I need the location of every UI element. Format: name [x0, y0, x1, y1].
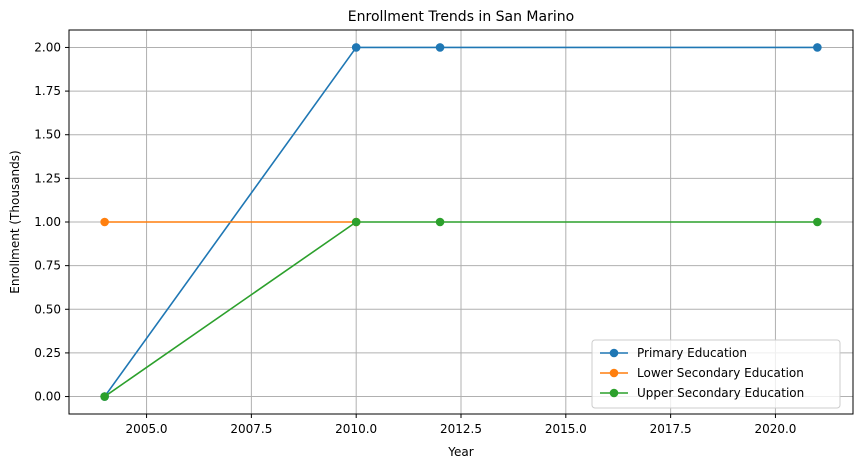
legend-marker — [609, 388, 619, 398]
series-line — [104, 221, 818, 398]
y-tick-label: 2.00 — [34, 40, 61, 54]
y-tick-label: 0.25 — [34, 346, 61, 360]
y-tick-label: 1.50 — [34, 128, 61, 142]
data-point — [813, 217, 822, 227]
data-point — [351, 43, 361, 52]
x-tick-label: 2010.0 — [335, 422, 377, 436]
y-tick-label: 1.75 — [34, 84, 61, 98]
data-point — [813, 43, 822, 52]
series-layer — [100, 43, 822, 401]
legend-marker — [609, 368, 619, 378]
data-point — [100, 217, 109, 227]
y-tick-label: 0.50 — [34, 302, 61, 316]
legend-label: Lower Secondary Education — [637, 366, 804, 380]
data-point — [435, 43, 445, 52]
x-axis: 2005.0 2007.5 2010.0 2012.5 2015.0 2017.5 2020… — [126, 414, 796, 436]
x-axis-label: Year — [447, 445, 473, 459]
chart-title: Enrollment Trends in San Marino — [348, 9, 574, 25]
legend-box — [591, 339, 841, 409]
series-3 — [100, 217, 822, 401]
data-point — [351, 217, 361, 227]
y-tick-label: 0.00 — [34, 390, 61, 404]
data-point — [100, 392, 109, 401]
y-tick-label: 0.75 — [34, 259, 61, 273]
legend: Primary Education Lower Secondary Educati… — [591, 339, 841, 409]
legend-label: Primary Education — [637, 346, 747, 360]
y-axis-label: Enrollment (Thousands) — [8, 150, 22, 293]
x-tick-label: 2005.0 — [126, 422, 168, 436]
x-tick-label: 2015.0 — [545, 422, 587, 436]
data-point — [435, 217, 445, 227]
x-tick-label: 2020.0 — [754, 422, 796, 436]
grid-lines — [69, 30, 853, 414]
x-tick-label: 2017.5 — [650, 422, 692, 436]
legend-item: Lower Secondary Education — [600, 366, 804, 380]
x-tick-label: 2012.5 — [440, 422, 482, 436]
legend-marker — [609, 348, 619, 358]
legend-item: Primary Education — [600, 346, 747, 360]
legend-item: Upper Secondary Education — [600, 386, 804, 400]
y-axis: 0.00 0.25 0.50 0.75 1.00 1.25 1.50 1.75 2.00 — [34, 40, 69, 404]
y-tick-label: 1.00 — [34, 215, 61, 229]
legend-label: Upper Secondary Education — [637, 386, 804, 400]
y-tick-label: 1.25 — [34, 171, 61, 185]
x-tick-label: 2007.5 — [230, 422, 272, 436]
